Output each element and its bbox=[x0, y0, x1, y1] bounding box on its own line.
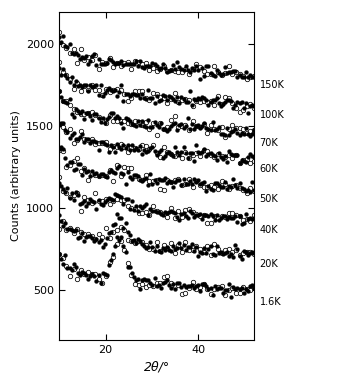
Text: 40K: 40K bbox=[260, 225, 278, 235]
Text: 50K: 50K bbox=[260, 194, 278, 203]
Y-axis label: Counts (arbitrary units): Counts (arbitrary units) bbox=[11, 110, 21, 241]
X-axis label: 2θ/°: 2θ/° bbox=[143, 360, 170, 373]
Text: 100K: 100K bbox=[260, 110, 284, 120]
Text: 20K: 20K bbox=[260, 259, 278, 269]
Text: 150K: 150K bbox=[260, 80, 284, 90]
Text: 1.6K: 1.6K bbox=[260, 297, 281, 307]
Text: 60K: 60K bbox=[260, 164, 278, 174]
Text: 70K: 70K bbox=[260, 138, 278, 148]
